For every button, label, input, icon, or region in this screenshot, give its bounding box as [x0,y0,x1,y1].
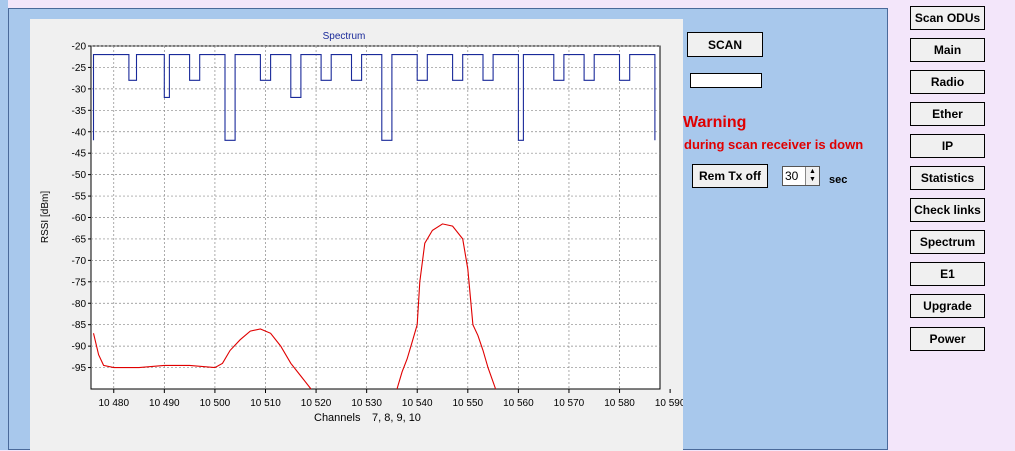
y-axis-label: RSSI [dBm] [40,191,51,243]
scan-button[interactable]: SCAN [687,32,763,57]
y-tick-label: -50 [72,170,87,181]
x-tick-label: 10 500 [200,398,231,409]
x-tick-label: 10 490 [149,398,180,409]
interval-unit-label: sec [829,174,848,186]
x-tick-label: 10 480 [98,398,129,409]
nav-button-e1[interactable]: E1 [910,262,985,286]
y-tick-label: -80 [72,299,87,310]
chevron-up-icon[interactable]: ▲ [809,168,816,175]
nav-button-upgrade[interactable]: Upgrade [910,294,985,318]
left-edge-panel [0,0,8,450]
spectrum-chart: -20 -25 -30 -35 -40 -45 -50 -55 -60 -65 -70 -75 -80 -… [40,31,683,424]
y-tick-label: -40 [72,127,87,138]
nav-button-power[interactable]: Power [910,327,985,351]
rssi-series-line-1 [92,328,312,390]
x-axis-ticks: 10 480 10 490 10 500 10 510 10 520 10 530 10 5… [98,389,683,409]
y-tick-label: -65 [72,234,87,245]
nav-button-ip[interactable]: IP [910,134,985,158]
x-tick-label: 10 530 [351,398,382,409]
x-tick-label: 10 550 [453,398,484,409]
y-tick-label: -70 [72,256,87,267]
y-tick-label: -30 [72,84,87,95]
warning-message: during scan receiver is down [684,137,864,152]
interval-value[interactable]: 30 [785,169,799,183]
x-tick-label: 10 540 [402,398,433,409]
y-tick-label: -90 [72,342,87,353]
x-axis-label-channels: 7, 8, 9, 10 [372,412,421,424]
chevron-down-icon[interactable]: ▼ [809,176,816,183]
x-tick-label: 10 580 [604,398,635,409]
interval-stepper[interactable]: 30 ▲ ▼ [782,166,820,186]
rem-tx-off-button[interactable]: Rem Tx off [692,164,768,188]
x-tick-label: 10 520 [301,398,332,409]
x-tick-label: 10 570 [554,398,585,409]
y-tick-label: -20 [72,42,87,53]
spectrum-chart-frame: -20 -25 -30 -35 -40 -45 -50 -55 -60 -65 -70 -75 -80 -… [30,19,683,451]
x-axis-label: Channels [314,412,361,424]
nav-button-main[interactable]: Main [910,38,985,62]
x-tick-label: 10 590 [655,398,683,409]
y-tick-label: -60 [72,213,87,224]
scan-series-line [92,54,656,141]
stepper-arrows: ▲ ▼ [805,167,819,185]
y-tick-label: -55 [72,192,87,203]
x-tick-label: 10 560 [503,398,534,409]
x-tick-label: 10 510 [250,398,281,409]
warning-title: Warning [683,114,747,131]
y-tick-label: -75 [72,277,87,288]
series-layer [92,54,656,390]
rssi-series-line-2 [396,223,497,390]
y-tick-label: -85 [72,320,87,331]
y-axis-ticks: -20 -25 -30 -35 -40 -45 -50 -55 -60 -65 -70 -75 -80 -… [72,42,91,374]
nav-button-ether[interactable]: Ether [910,102,985,126]
y-tick-label: -45 [72,149,87,160]
nav-button-spectrum[interactable]: Spectrum [910,230,985,254]
chart-title: Spectrum [323,31,366,42]
nav-button-radio[interactable]: Radio [910,70,985,94]
grid-lines [91,45,660,389]
nav-button-scan-odus[interactable]: Scan ODUs [910,6,985,30]
y-tick-label: -95 [72,363,87,374]
y-tick-label: -25 [72,63,87,74]
scan-status-field[interactable] [690,73,762,88]
nav-button-statistics[interactable]: Statistics [910,166,985,190]
y-tick-label: -35 [72,106,87,117]
nav-button-check-links[interactable]: Check links [910,198,985,222]
